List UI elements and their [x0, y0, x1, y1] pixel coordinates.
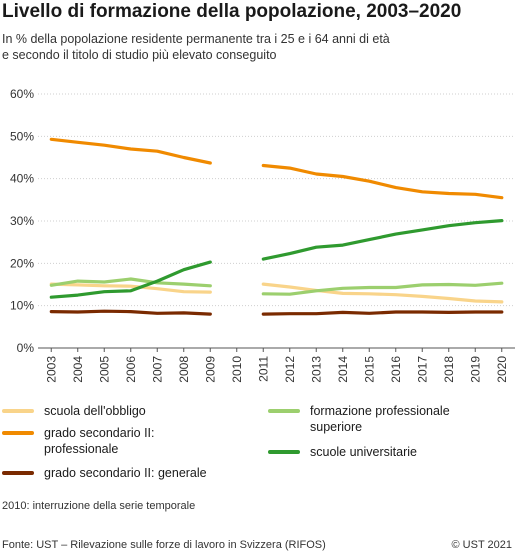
legend-swatch-scuole-universitarie [268, 450, 300, 454]
x-tick-label: 2013 [309, 356, 323, 383]
legend-label-line-2: superiore [310, 420, 363, 434]
x-tick-label: 2015 [362, 356, 376, 383]
x-tick-label: 2018 [442, 356, 456, 383]
y-tick-label: 0% [17, 341, 35, 355]
legend-item-formazione-superiore: formazione professionale superiore [268, 403, 508, 437]
copyright-text: © UST 2021 [451, 539, 513, 551]
x-tick-label: 2003 [44, 356, 58, 383]
x-tick-label: 2008 [177, 356, 191, 383]
series-line-2-segment-0 [49, 309, 212, 316]
y-tick-label: 50% [10, 129, 34, 143]
x-tick-label: 2016 [389, 356, 403, 383]
x-tick-label: 2014 [336, 356, 350, 383]
x-tick-label: 2009 [203, 356, 217, 383]
legend-swatch-scuola-obbligo [2, 409, 34, 413]
legend-label-secondario-professionale: grado secondario II: professionale [44, 425, 244, 457]
legend-label-scuola-obbligo: scuola dell'obbligo [44, 404, 146, 418]
subtitle-line-2: e secondo il titolo di studio più elevat… [2, 48, 277, 62]
legend-item-secondario-generale: grado secondario II: generale [2, 465, 232, 483]
series-line-3-segment-1 [261, 281, 504, 296]
legend-label-line-2: professionale [44, 442, 119, 456]
x-tick-label: 2006 [124, 356, 138, 383]
source-text: Fonte: UST – Rilevazione sulle forze di … [2, 539, 326, 551]
series-line-1-segment-1 [261, 163, 504, 200]
x-tick-label: 2019 [468, 356, 482, 383]
legend-swatch-formazione-superiore [268, 409, 300, 413]
legend-swatch-secondario-professionale [2, 431, 34, 435]
legend-item-scuole-universitarie: scuole universitarie [268, 444, 508, 462]
legend-label-line-1: grado secondario II: [44, 426, 155, 440]
legend-label-formazione-superiore: formazione professionale superiore [310, 403, 510, 435]
legend-swatch-secondario-generale [2, 471, 34, 475]
line-chart: 0% 10% 20% 30% 40% 50% 60% 2003 2004 2005 2006 2007… [10, 87, 515, 383]
y-tick-label: 40% [10, 172, 34, 186]
series-line-4-segment-0 [49, 260, 212, 299]
x-tick-label: 2005 [97, 356, 111, 383]
chart-subtitle: In % della popolazione residente permane… [2, 31, 512, 63]
x-tick-label: 2010 [230, 356, 244, 383]
x-tick-label: 2011 [256, 356, 270, 382]
legend-label-line-1: formazione professionale [310, 404, 450, 418]
series-break-note: 2010: interruzione della serie temporale [2, 500, 196, 512]
series-line-0-segment-0 [49, 282, 212, 294]
series-line-4-segment-1 [261, 219, 504, 261]
legend-item-scuola-obbligo: scuola dell'obbligo [2, 403, 232, 421]
y-tick-label: 20% [10, 256, 34, 270]
x-tick-label: 2007 [150, 356, 164, 383]
x-tick-label: 2017 [415, 356, 429, 383]
subtitle-line-1: In % della popolazione residente permane… [2, 32, 390, 46]
series-line-1-segment-0 [49, 137, 212, 165]
series-line-0-segment-1 [261, 282, 504, 304]
legend-label-scuole-universitarie: scuole universitarie [310, 445, 417, 459]
series-line-2-segment-1 [261, 310, 504, 316]
y-tick-label: 10% [10, 299, 34, 313]
legend-item-secondario-professionale: grado secondario II: professionale [2, 425, 232, 459]
x-tick-label: 2012 [283, 356, 297, 383]
y-tick-label: 60% [10, 87, 34, 101]
chart-title: Livello di formazione della popolazione,… [2, 1, 462, 22]
x-tick-label: 2004 [71, 356, 85, 383]
y-tick-label: 30% [10, 214, 34, 228]
series-line-3-segment-0 [49, 277, 212, 288]
legend-label-secondario-generale: grado secondario II: generale [44, 466, 207, 480]
x-tick-label: 2020 [495, 356, 509, 383]
